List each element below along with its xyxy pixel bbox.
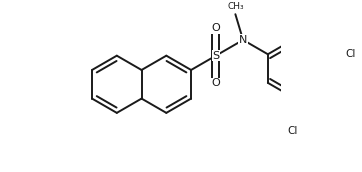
Text: Cl: Cl [346,49,356,59]
Text: O: O [211,23,220,33]
Text: O: O [211,78,220,88]
Text: N: N [239,35,247,45]
Text: Cl: Cl [287,126,298,136]
Text: S: S [212,51,219,61]
Text: CH₃: CH₃ [227,2,244,11]
